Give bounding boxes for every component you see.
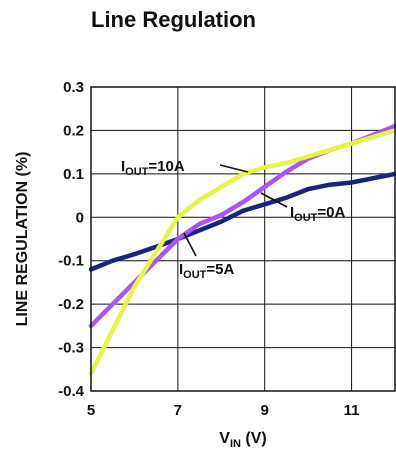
annotation-label: IOUT=5A <box>179 261 235 281</box>
y-tick-label: -0.2 <box>58 296 84 313</box>
annotation-main: I <box>179 261 183 278</box>
series-layer <box>88 123 396 376</box>
annotation-main: I <box>290 204 294 221</box>
plot-frame <box>90 86 396 392</box>
y-axis-label-group: LINE REGULATION (%) <box>14 152 31 327</box>
y-tick-label: 0.1 <box>63 166 84 183</box>
y-tick-labels: 0.3 0.2 0.1 0 -0.1 -0.2 -0.3 -0.4 <box>58 79 85 400</box>
annotation-sub: OUT <box>183 269 207 281</box>
x-tick-labels: 5 7 9 11 <box>87 402 360 419</box>
x-tick-label: 7 <box>174 402 182 419</box>
y-tick-label: -0.3 <box>58 340 84 357</box>
annotation-suffix: =0A <box>317 204 345 221</box>
grid <box>90 86 395 392</box>
y-tick-label: -0.4 <box>58 383 85 400</box>
x-axis-label-main: V <box>219 430 230 447</box>
series-line-1 <box>88 123 396 329</box>
annotation-leader-line <box>183 232 197 257</box>
annotation-suffix: =5A <box>206 261 234 278</box>
annotation-main: I <box>121 158 125 175</box>
y-tick-label: 0.3 <box>63 79 84 96</box>
x-tick-label: 11 <box>344 402 360 419</box>
annotation-suffix: =10A <box>148 158 184 175</box>
series-line-0 <box>88 171 396 272</box>
chart-title: Line Regulation <box>91 7 256 32</box>
x-axis-label-suffix: (V) <box>241 430 267 447</box>
x-tick-label: 9 <box>261 402 269 419</box>
annotation-leader-line <box>219 164 249 173</box>
annotation-leader-line <box>260 192 288 208</box>
annotation-sub: OUT <box>294 212 318 224</box>
annotation-label: IOUT=0A <box>290 204 346 224</box>
x-axis-label-group: VIN (V) <box>219 430 266 450</box>
annotation-label: IOUT=10A <box>121 158 185 178</box>
y-tick-label: 0.2 <box>63 122 84 139</box>
x-axis-label-sub: IN <box>230 438 241 450</box>
x-tick-label: 5 <box>87 402 95 419</box>
series-line-2 <box>88 128 396 376</box>
y-tick-label: -0.1 <box>58 253 84 270</box>
x-axis-label: VIN (V) <box>219 430 266 450</box>
y-tick-label: 0 <box>76 209 84 226</box>
y-axis-label: LINE REGULATION (%) <box>14 152 31 327</box>
annotation-sub: OUT <box>125 166 149 178</box>
